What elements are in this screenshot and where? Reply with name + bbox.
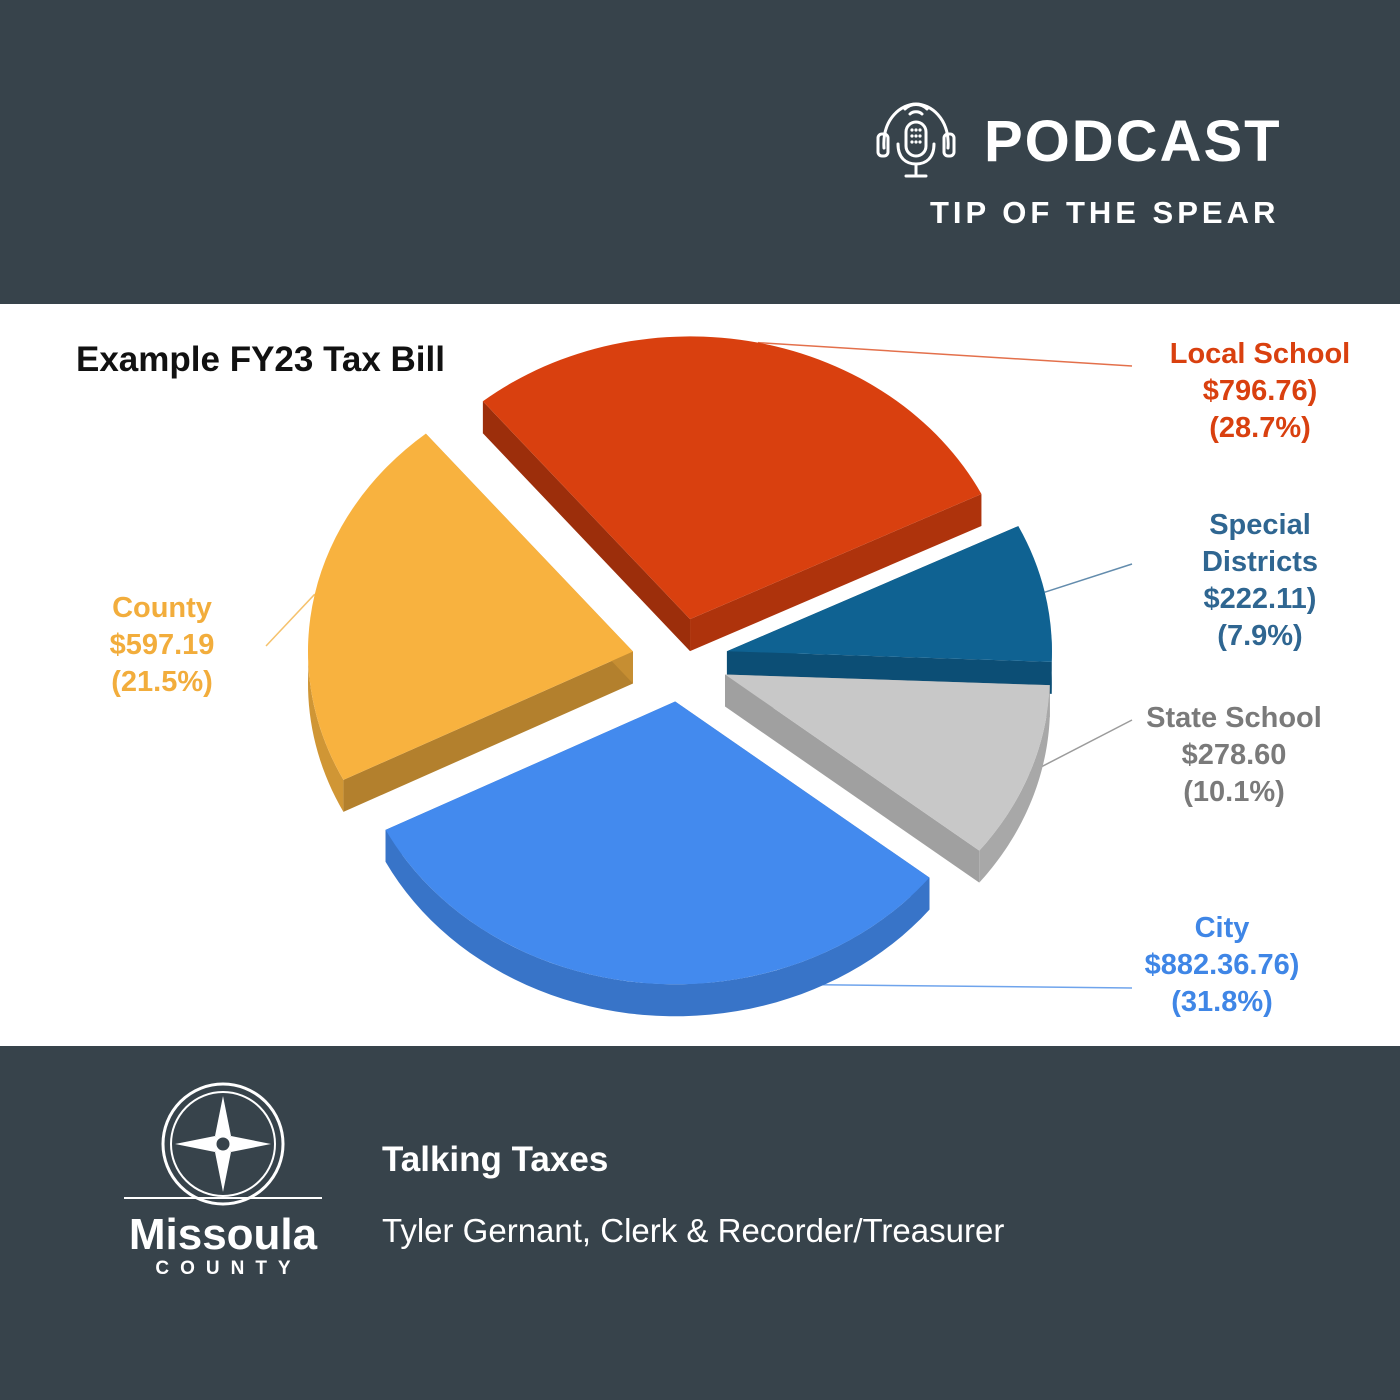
slice-county-wall [343,651,633,812]
slice-county [307,433,633,812]
label-local-school-percent: (28.7%) [1209,412,1311,444]
label-city: City $882.36.76) (31.8%) [1122,910,1322,1021]
label-state-school-amount: $278.60 [1181,739,1287,771]
slice-state-school [725,674,1050,883]
slice-state-school-top [725,674,1050,851]
slice-local-school-wall [690,493,982,652]
label-special-districts-line2: Districts [1201,546,1319,578]
leader-line-special-districts [1044,563,1133,593]
label-special-districts-line1: Special [1209,509,1311,541]
label-county-name: County [112,592,212,624]
leader-line-local-school [757,341,1133,367]
slice-local-school-wall [482,401,691,652]
label-state-school-percent: (10.1%) [1183,776,1285,808]
label-county-percent: (21.5%) [111,666,213,698]
label-local-school-name: Local School [1169,338,1351,370]
label-state-school: State School $278.60 (10.1%) [1124,700,1344,811]
logo-wordmark: Missoula [128,1210,318,1259]
label-special-districts-percent: (7.9%) [1217,620,1303,652]
podcast-microphone-icon [876,102,956,178]
show-name: TIP OF THE SPEAR [930,195,1280,230]
podcast-label: PODCAST [984,109,1282,174]
slice-city-top [385,701,930,985]
slice-state-school-rim [979,685,1050,883]
label-local-school: Local School $796.76) (28.7%) [1140,336,1380,447]
label-city-amount: $882.36.76) [1144,949,1300,981]
episode-title: Talking Taxes [382,1140,609,1179]
slice-state-school-wall [725,674,980,883]
header-band [0,0,1400,304]
label-local-school-amount: $796.76) [1202,375,1318,407]
leader-line-county [265,593,316,647]
slice-local-school-top [482,336,982,620]
slice-county-rim [308,641,344,812]
label-state-school-name: State School [1146,702,1322,734]
label-special-districts-amount: $222.11) [1203,583,1317,615]
label-special-districts: Special Districts $222.11) (7.9%) [1140,507,1380,655]
slice-special-districts-top [726,526,1052,662]
label-city-percent: (31.8%) [1171,986,1273,1018]
slice-city-rim [385,829,930,1017]
label-county-amount: $597.19 [109,629,215,661]
slice-city [385,701,930,1017]
logo-subtitle: COUNTY [155,1258,302,1279]
episode-guest: Tyler Gernant, Clerk & Recorder/Treasure… [382,1212,1005,1249]
slice-county-top [307,433,633,780]
chart-title: Example FY23 Tax Bill [76,340,445,379]
footer-band [0,1046,1400,1400]
label-county: County $597.19 (21.5%) [62,590,262,701]
missoula-county-seal-icon [124,1082,322,1206]
label-city-name: City [1194,912,1250,944]
slice-local-school [482,336,982,652]
leader-line-state-school [1029,719,1133,774]
